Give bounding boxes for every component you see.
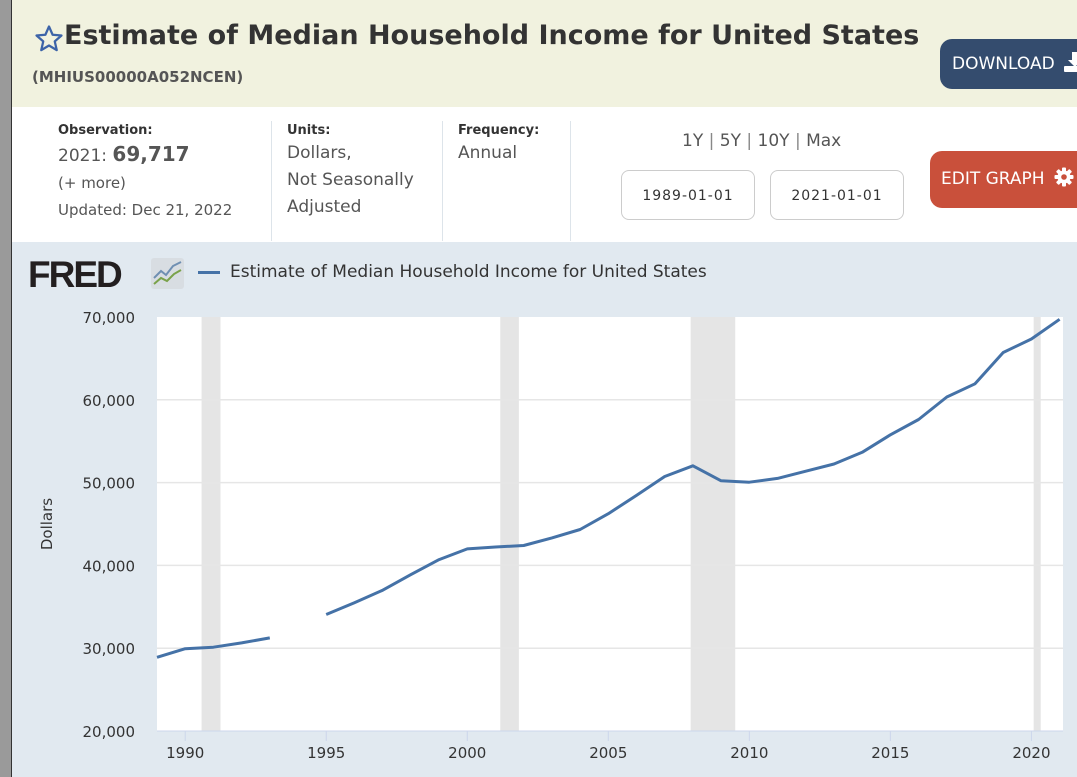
y-axis-label: Dollars	[38, 498, 56, 550]
download-button[interactable]: DOWNLOAD	[940, 39, 1077, 89]
units-line: Dollars,	[287, 143, 352, 163]
download-icon	[1064, 52, 1077, 72]
y-tick-label: 20,000	[83, 723, 136, 741]
range-10y[interactable]: 10Y	[757, 131, 790, 151]
x-tick-label: 2015	[871, 744, 909, 762]
recession-band	[500, 317, 519, 731]
fred-chart-icon	[151, 258, 184, 289]
legend-swatch	[198, 270, 220, 274]
edit-graph-button[interactable]: EDIT GRAPH	[930, 151, 1077, 208]
recession-band	[201, 317, 221, 731]
units-line: Not Seasonally	[287, 170, 414, 190]
observation-label: Observation:	[58, 123, 153, 138]
x-tick-label: 2010	[730, 744, 768, 762]
y-tick-label: 60,000	[83, 392, 136, 410]
frequency-block: Frequency: Annual	[458, 123, 539, 167]
y-tick-label: 70,000	[83, 309, 136, 327]
page-title: Estimate of Median Household Income for …	[64, 20, 920, 51]
series-line	[156, 636, 271, 659]
range-1y[interactable]: 1Y	[682, 131, 704, 151]
units-block: Units: Dollars, Not Seasonally Adjusted	[287, 123, 414, 221]
recession-band	[1033, 317, 1041, 731]
chart-legend: Estimate of Median Household Income for …	[198, 262, 707, 282]
units-label: Units:	[287, 123, 331, 138]
x-tick-label: 1995	[307, 744, 345, 762]
end-date-input[interactable]: 2021-01-01	[770, 170, 904, 220]
divider	[442, 121, 443, 241]
y-tick-label: 40,000	[83, 557, 136, 575]
window-edge	[0, 0, 12, 777]
series-id: (MHIUS00000A052NCEN)	[32, 68, 244, 86]
x-tick-label: 2000	[448, 744, 486, 762]
range-max[interactable]: Max	[806, 131, 842, 151]
observation-block: Observation: 2021: 69,717 (+ more) Updat…	[58, 123, 232, 224]
units-line: Adjusted	[287, 197, 362, 217]
range-5y[interactable]: 5Y	[719, 131, 741, 151]
updated-date: Updated: Dec 21, 2022	[58, 201, 233, 219]
recession-band	[690, 317, 736, 731]
frequency-label: Frequency:	[458, 123, 540, 138]
x-tick-label: 2005	[589, 744, 627, 762]
series-line	[325, 318, 1061, 616]
start-date-input[interactable]: 1989-01-01	[621, 170, 755, 220]
star-icon[interactable]	[34, 24, 64, 54]
observation-value: 69,717	[112, 142, 190, 166]
range-selector: 1Y | 5Y | 10Y | Max	[682, 131, 842, 151]
divider	[570, 121, 571, 241]
edit-graph-label: EDIT GRAPH	[941, 169, 1045, 189]
series-info: Observation: 2021: 69,717 (+ more) Updat…	[12, 107, 1077, 242]
more-link[interactable]: (+ more)	[58, 174, 126, 192]
series-header: Estimate of Median Household Income for …	[12, 0, 1077, 107]
frequency-value: Annual	[458, 143, 518, 163]
plot-background	[157, 317, 1063, 731]
observation-date: 2021:	[58, 146, 107, 166]
legend-label: Estimate of Median Household Income for …	[230, 262, 707, 282]
divider	[271, 121, 272, 241]
y-tick-label: 50,000	[83, 475, 136, 493]
y-tick-label: 30,000	[83, 640, 136, 658]
fred-logo: FRED	[28, 254, 123, 295]
x-tick-label: 2020	[1012, 744, 1050, 762]
download-label: DOWNLOAD	[952, 54, 1055, 74]
gear-icon	[1054, 167, 1074, 187]
x-tick-label: 1990	[166, 744, 204, 762]
